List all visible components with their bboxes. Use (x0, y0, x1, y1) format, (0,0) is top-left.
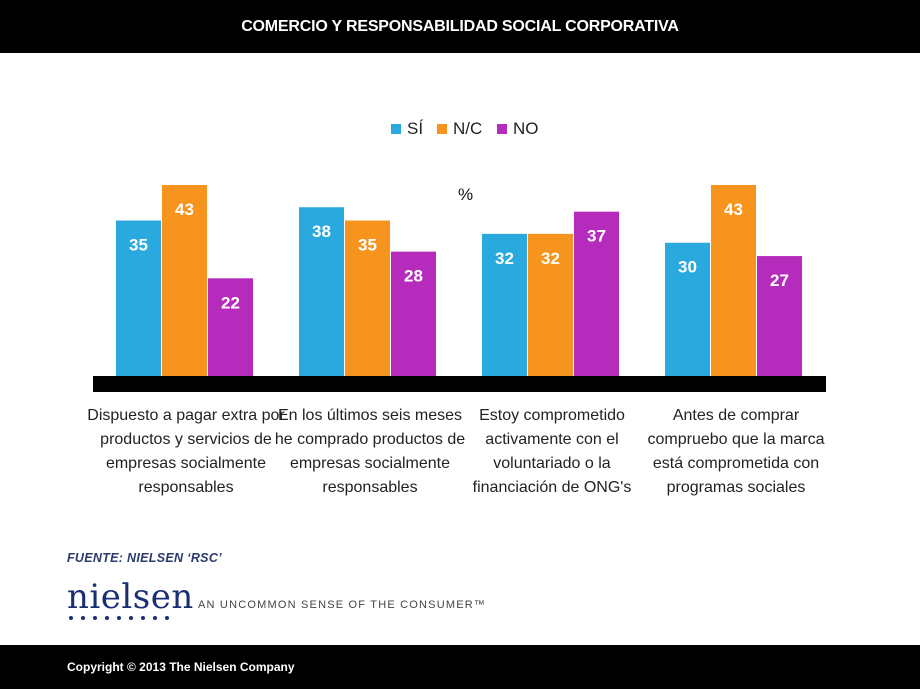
data-label-si-2: 38 (312, 222, 331, 241)
data-label-nc-3: 32 (541, 249, 560, 268)
bar-si-4 (665, 242, 710, 376)
nielsen-logo: nielsen (67, 577, 194, 626)
legend-swatch-nc (437, 124, 447, 134)
category-label-4: Antes de comprar compruebo que la marca … (647, 407, 825, 496)
bar-no-3 (574, 211, 619, 376)
bar-no-1 (208, 278, 253, 376)
data-label-nc-2: 35 (358, 236, 377, 255)
source-note: FUENTE: NIELSEN ‘RSC’ (67, 551, 222, 565)
header-bar: COMERCIO Y RESPONSABILIDAD SOCIAL CORPOR… (0, 0, 920, 53)
bar-si-3 (482, 233, 527, 376)
logo-dots (69, 616, 187, 620)
data-label-nc-4: 43 (724, 200, 743, 219)
legend-item-nc: N/C (437, 118, 482, 140)
legend-label-no: NO (513, 119, 539, 138)
legend-label-nc: N/C (453, 119, 483, 138)
data-label-si-4: 30 (678, 258, 697, 277)
data-label-si-1: 35 (129, 236, 148, 255)
legend-swatch-si (391, 124, 401, 134)
brand-tagline: AN UNCOMMON SENSE OF THE CONSUMER™ (198, 599, 487, 611)
unit-label: % (458, 185, 474, 204)
bar-nc-3 (528, 233, 573, 376)
logo-wordmark: nielsen (67, 577, 194, 617)
bar-no-4 (757, 256, 802, 376)
x-axis-bar (93, 376, 826, 392)
data-label-no-2: 28 (404, 267, 423, 286)
page-title: COMERCIO Y RESPONSABILIDAD SOCIAL CORPOR… (241, 18, 679, 35)
bar-si-1 (116, 220, 161, 376)
category-label-2: En los últimos seis meses he comprado pr… (274, 407, 466, 496)
legend-item-no: NO (497, 118, 539, 140)
bar-nc-4 (711, 185, 756, 376)
legend-swatch-no (497, 124, 507, 134)
bar-nc-2 (345, 220, 390, 376)
data-label-no-1: 22 (221, 293, 240, 312)
data-label-si-3: 32 (495, 249, 514, 268)
data-label-no-3: 37 (587, 227, 606, 246)
bar-nc-1 (162, 185, 207, 376)
data-label-nc-1: 43 (175, 200, 194, 219)
chart-legend: SÍ N/C NO (0, 118, 920, 140)
copyright-text: Copyright © 2013 The Nielsen Company (67, 660, 295, 674)
legend-item-si: SÍ (391, 118, 423, 140)
bar-si-2 (299, 207, 344, 376)
category-label-3: Estoy comprometido activamente con el vo… (472, 407, 632, 496)
bar-no-2 (391, 251, 436, 376)
category-label-1: Dispuesto a pagar extra por productos y … (87, 407, 285, 496)
footer-bar: Copyright © 2013 The Nielsen Company (0, 645, 920, 689)
data-label-no-4: 27 (770, 271, 789, 290)
legend-label-si: SÍ (407, 119, 424, 138)
